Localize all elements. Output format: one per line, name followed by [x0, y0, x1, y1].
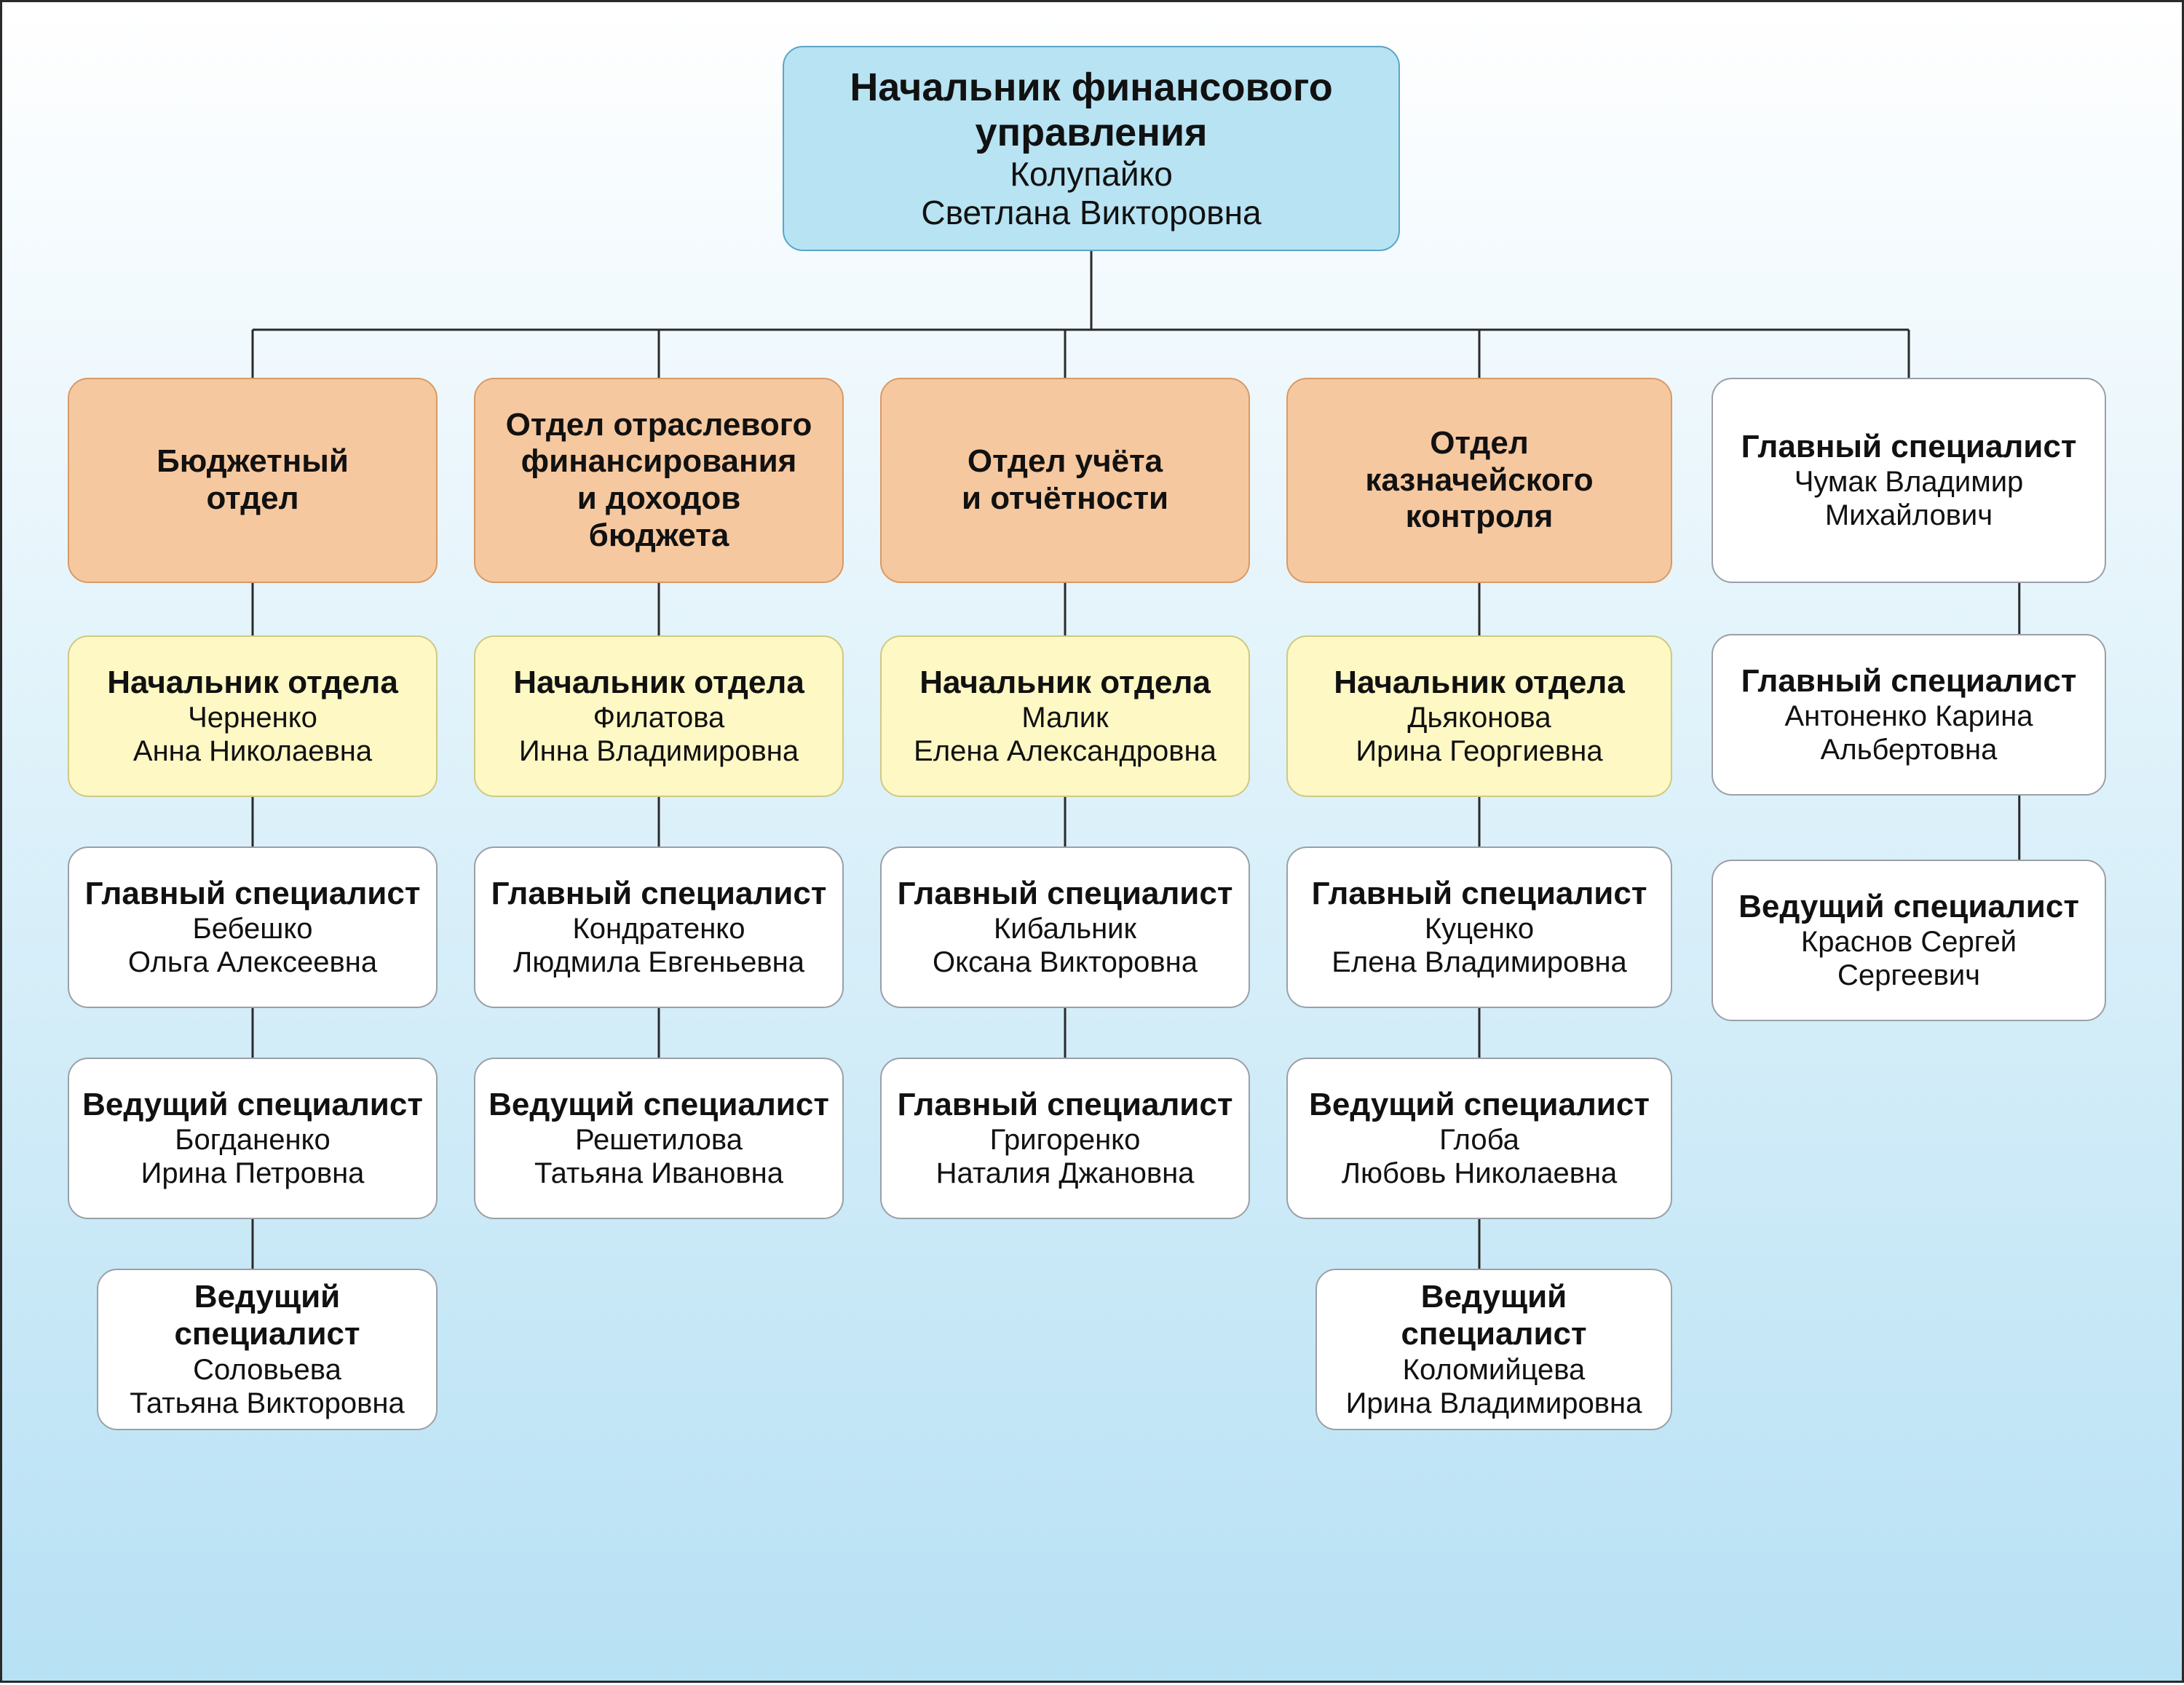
col1-row0-sub: ФилатоваИнна Владимировна — [519, 701, 799, 768]
col1-row0: Начальник отделаФилатоваИнна Владимировн… — [474, 635, 844, 797]
col4-dept: Главный специалистЧумак ВладимирМихайлов… — [1712, 378, 2106, 583]
col4-chain0-sub: Антоненко КаринаАльбертовна — [1784, 699, 2033, 766]
col4-dept-sub: Чумак ВладимирМихайлович — [1795, 465, 2024, 532]
col0-row0: Начальник отделаЧерненкоАнна Николаевна — [68, 635, 438, 797]
col4-chain0: Главный специалистАнтоненко КаринаАльбер… — [1712, 634, 2106, 796]
col4-chain0-title: Главный специалист — [1741, 663, 2077, 700]
org-chart: Начальник финансовогоуправленияКолупайко… — [0, 0, 2184, 1683]
col1-row2-title: Ведущий специалист — [488, 1087, 829, 1124]
col3-dept-title: Отделказначейскогоконтроля — [1365, 425, 1593, 536]
col1-row1: Главный специалистКондратенкоЛюдмила Евг… — [474, 847, 844, 1008]
col0-row3: Ведущий специалистСоловьеваТатьяна Викто… — [97, 1269, 438, 1430]
col0-row2-sub: БогданенкоИрина Петровна — [141, 1123, 365, 1190]
col3-row1: Главный специалистКуценкоЕлена Владимиро… — [1286, 847, 1672, 1008]
col4-chain1-title: Ведущий специалист — [1738, 889, 2079, 926]
col2-row1-sub: КибальникОксана Викторовна — [933, 912, 1198, 979]
col3-row3-sub: КоломийцеваИрина Владимировна — [1346, 1353, 1642, 1420]
col2-row1: Главный специалистКибальникОксана Виктор… — [880, 847, 1250, 1008]
col4-chain1-sub: Краснов СергейСергеевич — [1801, 925, 2017, 992]
col3-row2: Ведущий специалистГлобаЛюбовь Николаевна — [1286, 1058, 1672, 1219]
col1-dept-title: Отдел отраслевогофинансированияи доходов… — [506, 407, 812, 554]
col3-row3-title: Ведущий специалист — [1326, 1279, 1662, 1352]
col2-row2-sub: ГригоренкоНаталия Джановна — [936, 1123, 1195, 1190]
col3-row0-title: Начальник отдела — [1334, 665, 1625, 702]
col2-row0-title: Начальник отдела — [919, 665, 1211, 702]
col3-dept: Отделказначейскогоконтроля — [1286, 378, 1672, 583]
col0-row1: Главный специалистБебешкоОльга Алексеевн… — [68, 847, 438, 1008]
col3-row2-title: Ведущий специалист — [1309, 1087, 1650, 1124]
col0-dept-title: Бюджетныйотдел — [157, 443, 349, 517]
col3-row1-title: Главный специалист — [1312, 876, 1647, 913]
col2-row1-title: Главный специалист — [898, 876, 1233, 913]
root-node-sub: КолупайкоСветлана Викторовна — [921, 155, 1261, 232]
col1-row2-sub: РешетиловаТатьяна Ивановна — [534, 1123, 783, 1190]
col0-row3-title: Ведущий специалист — [107, 1279, 427, 1352]
col3-row0-sub: ДьяконоваИрина Георгиевна — [1356, 701, 1602, 768]
col2-row0: Начальник отделаМаликЕлена Александровна — [880, 635, 1250, 797]
col0-dept: Бюджетныйотдел — [68, 378, 438, 583]
col1-row0-title: Начальник отдела — [513, 665, 804, 702]
col0-row1-title: Главный специалист — [85, 876, 421, 913]
col3-row1-sub: КуценкоЕлена Владимировна — [1332, 912, 1627, 979]
col4-dept-title: Главный специалист — [1741, 429, 2077, 466]
col2-row2: Главный специалистГригоренкоНаталия Джан… — [880, 1058, 1250, 1219]
col0-row3-sub: СоловьеваТатьяна Викторовна — [130, 1353, 404, 1420]
col1-row2: Ведущий специалистРешетиловаТатьяна Иван… — [474, 1058, 844, 1219]
root-node-title: Начальник финансовогоуправления — [850, 65, 1332, 155]
col2-dept: Отдел учётаи отчётности — [880, 378, 1250, 583]
col3-row0: Начальник отделаДьяконоваИрина Георгиевн… — [1286, 635, 1672, 797]
col3-row3: Ведущий специалистКоломийцеваИрина Влади… — [1315, 1269, 1672, 1430]
col2-row2-title: Главный специалист — [898, 1087, 1233, 1124]
col0-row2: Ведущий специалистБогданенкоИрина Петров… — [68, 1058, 438, 1219]
connectors-layer — [2, 2, 2184, 1685]
col2-dept-title: Отдел учётаи отчётности — [962, 443, 1168, 517]
col1-row1-sub: КондратенкоЛюдмила Евгеньевна — [513, 912, 804, 979]
root-node: Начальник финансовогоуправленияКолупайко… — [783, 46, 1400, 251]
col0-row1-sub: БебешкоОльга Алексеевна — [128, 912, 377, 979]
col4-chain1: Ведущий специалистКраснов СергейСергееви… — [1712, 860, 2106, 1021]
col1-dept: Отдел отраслевогофинансированияи доходов… — [474, 378, 844, 583]
col3-row2-sub: ГлобаЛюбовь Николаевна — [1342, 1123, 1618, 1190]
col0-row2-title: Ведущий специалист — [82, 1087, 423, 1124]
col1-row1-title: Главный специалист — [491, 876, 827, 913]
col0-row0-sub: ЧерненкоАнна Николаевна — [133, 701, 372, 768]
col2-row0-sub: МаликЕлена Александровна — [914, 701, 1216, 768]
col0-row0-title: Начальник отдела — [107, 665, 398, 702]
